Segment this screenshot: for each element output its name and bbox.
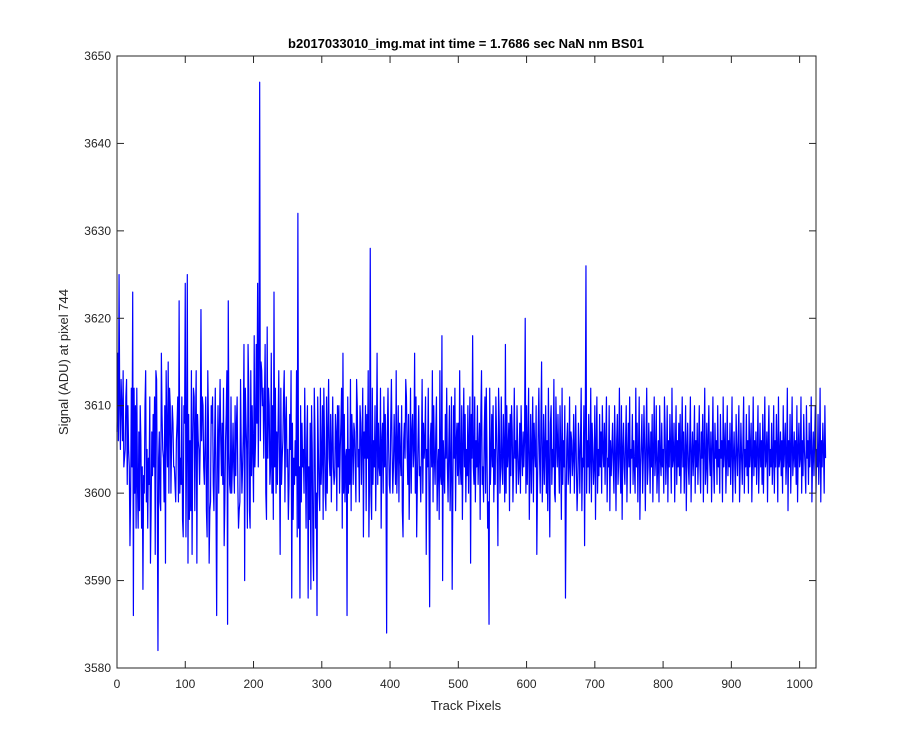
series-layer bbox=[116, 81, 827, 652]
y-tick-label: 3650 bbox=[84, 49, 111, 63]
y-axis-label: Signal (ADU) at pixel 744 bbox=[56, 289, 71, 435]
x-tick-label: 800 bbox=[653, 677, 673, 691]
x-tick-label: 0 bbox=[114, 677, 121, 691]
y-tick-label: 3620 bbox=[84, 311, 111, 325]
y-tick-label: 3610 bbox=[84, 399, 111, 413]
y-tick-label: 3640 bbox=[84, 136, 111, 150]
x-tick-label: 300 bbox=[312, 677, 332, 691]
x-axis-label: Track Pixels bbox=[431, 698, 502, 713]
tick-layer: 0 100 200 300 400 500 600 700 800 900 1000 3580 3590… bbox=[84, 49, 816, 691]
x-tick-label: 600 bbox=[517, 677, 537, 691]
y-tick-label: 3600 bbox=[84, 486, 111, 500]
y-tick-label: 3630 bbox=[84, 224, 111, 238]
x-tick-label: 500 bbox=[448, 677, 468, 691]
series-line-0 bbox=[116, 81, 827, 652]
x-tick-label: 400 bbox=[380, 677, 400, 691]
x-tick-label: 200 bbox=[244, 677, 264, 691]
x-tick-label: 100 bbox=[175, 677, 195, 691]
y-tick-label: 3580 bbox=[84, 661, 111, 675]
x-tick-label: 900 bbox=[721, 677, 741, 691]
x-tick-label: 1000 bbox=[786, 677, 813, 691]
x-tick-label: 700 bbox=[585, 677, 605, 691]
chart-title: b2017033010_img.mat int time = 1.7686 se… bbox=[288, 36, 644, 51]
plot-area bbox=[117, 56, 816, 668]
y-tick-label: 3590 bbox=[84, 574, 111, 588]
axes-box bbox=[116, 55, 817, 669]
